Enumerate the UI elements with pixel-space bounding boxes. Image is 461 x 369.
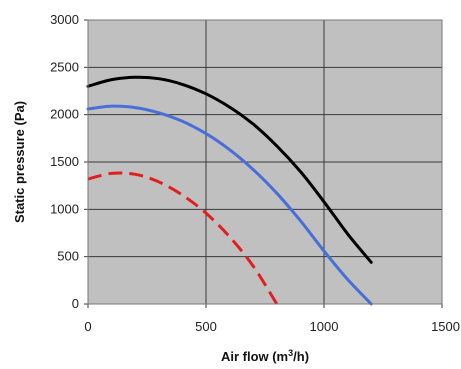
y-axis-title: Static pressure (Pa) [12, 101, 27, 223]
x-tick-label: 500 [195, 319, 217, 334]
series-line-2 [86, 104, 373, 306]
y-tick-label: 2000 [50, 107, 79, 122]
series-line-3 [87, 171, 279, 305]
y-tick-label: 1500 [50, 154, 79, 169]
y-tick-label: 500 [57, 249, 79, 264]
x-tick-label: 0 [84, 319, 91, 334]
x-axis-title: Air flow (m3/h) [221, 348, 309, 364]
y-tick-label: 1000 [50, 201, 79, 216]
y-tick-label: 3000 [50, 12, 79, 27]
x-tick-label: 1500 [431, 319, 460, 334]
x-tick-label: 1000 [310, 319, 339, 334]
y-tick-labels: 0 500 1000 1500 2000 2500 3000 [50, 12, 79, 311]
plot-frame [87, 19, 443, 305]
y-tick-label: 0 [72, 296, 79, 311]
x-tick-labels: 0 500 1000 1500 [84, 319, 460, 334]
series-layer [86, 75, 373, 306]
y-tick-label: 2500 [50, 59, 79, 74]
series-line-1 [86, 75, 373, 264]
